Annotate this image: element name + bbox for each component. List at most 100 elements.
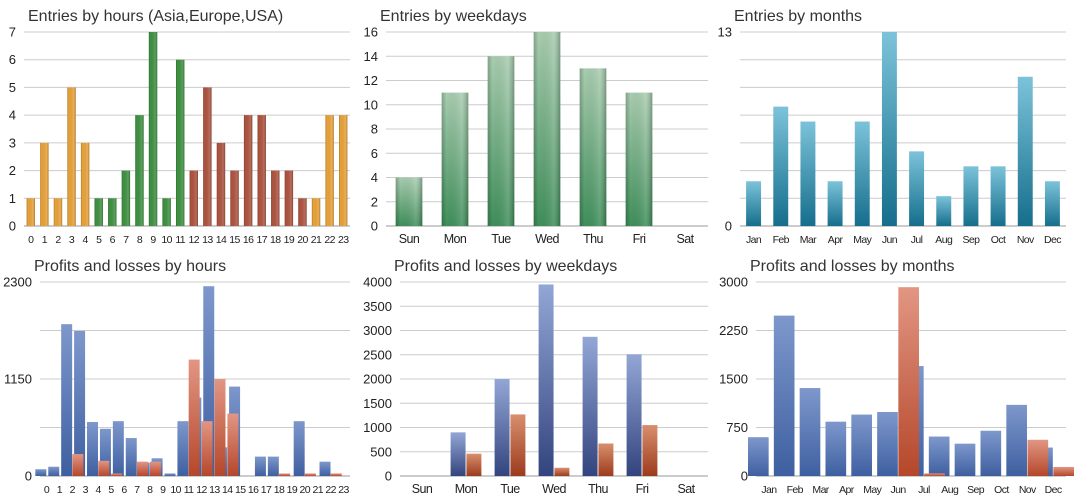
- svg-text:4: 4: [9, 108, 16, 123]
- svg-text:20: 20: [300, 484, 311, 496]
- svg-text:6: 6: [9, 52, 16, 67]
- svg-text:Profits and losses by hours: Profits and losses by hours: [34, 258, 226, 275]
- svg-text:8: 8: [137, 234, 143, 246]
- svg-text:4: 4: [95, 484, 101, 496]
- svg-text:14: 14: [222, 484, 233, 496]
- svg-text:Apr: Apr: [828, 234, 844, 246]
- svg-text:21: 21: [311, 234, 322, 246]
- svg-text:18: 18: [270, 234, 281, 246]
- svg-text:10: 10: [364, 97, 378, 112]
- svg-text:17: 17: [256, 234, 267, 246]
- svg-text:May: May: [853, 234, 872, 246]
- svg-text:Mar: Mar: [812, 484, 829, 496]
- svg-text:Dec: Dec: [1044, 234, 1061, 246]
- svg-text:16: 16: [248, 484, 259, 496]
- svg-text:3: 3: [69, 234, 75, 246]
- svg-text:18: 18: [274, 484, 285, 496]
- svg-text:2: 2: [9, 163, 16, 178]
- svg-text:23: 23: [338, 234, 349, 246]
- svg-text:9: 9: [150, 234, 156, 246]
- svg-text:9: 9: [160, 484, 166, 496]
- svg-text:Apr: Apr: [839, 484, 855, 496]
- svg-text:6: 6: [121, 484, 127, 496]
- svg-text:1500: 1500: [363, 396, 392, 411]
- svg-text:2: 2: [371, 194, 378, 209]
- svg-text:Entries by hours (Asia,Europe,: Entries by hours (Asia,Europe,USA): [28, 8, 283, 25]
- svg-text:1150: 1150: [4, 372, 32, 387]
- svg-text:Jun: Jun: [882, 234, 898, 246]
- svg-text:19: 19: [287, 484, 298, 496]
- svg-text:5: 5: [96, 234, 102, 246]
- svg-text:13: 13: [202, 234, 213, 246]
- svg-text:0: 0: [28, 234, 34, 246]
- svg-text:1: 1: [57, 484, 63, 496]
- svg-text:Mon: Mon: [444, 232, 467, 246]
- svg-text:Thu: Thu: [588, 482, 608, 496]
- svg-text:14: 14: [216, 234, 227, 246]
- svg-text:12: 12: [196, 484, 207, 496]
- svg-text:Oct: Oct: [994, 484, 1009, 496]
- svg-text:1000: 1000: [363, 420, 392, 435]
- svg-text:6: 6: [110, 234, 116, 246]
- svg-text:8: 8: [371, 122, 378, 137]
- svg-text:Sep: Sep: [967, 484, 985, 496]
- svg-text:5: 5: [9, 80, 16, 95]
- svg-text:Jun: Jun: [891, 484, 907, 496]
- svg-text:Profits and losses by weekdays: Profits and losses by weekdays: [394, 258, 617, 275]
- svg-text:10: 10: [170, 484, 181, 496]
- svg-text:0: 0: [9, 219, 16, 234]
- svg-text:2: 2: [70, 484, 76, 496]
- svg-text:21: 21: [312, 484, 323, 496]
- svg-text:7: 7: [134, 484, 140, 496]
- svg-text:Jul: Jul: [918, 484, 930, 496]
- svg-text:Feb: Feb: [787, 484, 804, 496]
- svg-text:0: 0: [385, 469, 392, 484]
- svg-text:3500: 3500: [363, 299, 392, 314]
- svg-text:2300: 2300: [3, 275, 32, 290]
- svg-text:Wed: Wed: [535, 232, 559, 246]
- svg-text:0: 0: [725, 219, 732, 234]
- svg-text:16: 16: [364, 25, 378, 40]
- svg-text:7: 7: [9, 25, 16, 40]
- svg-text:Nov: Nov: [1017, 234, 1035, 246]
- svg-text:Dec: Dec: [1045, 484, 1062, 496]
- svg-text:2: 2: [55, 234, 61, 246]
- svg-text:13: 13: [209, 484, 220, 496]
- svg-text:3000: 3000: [363, 323, 392, 338]
- svg-text:4000: 4000: [363, 275, 392, 290]
- svg-text:Tue: Tue: [500, 482, 520, 496]
- svg-text:0: 0: [44, 484, 50, 496]
- svg-text:Entries by weekdays: Entries by weekdays: [380, 8, 527, 25]
- svg-text:3: 3: [83, 484, 89, 496]
- svg-text:22: 22: [325, 484, 336, 496]
- svg-text:Aug: Aug: [941, 484, 959, 496]
- svg-text:Profits and losses by months: Profits and losses by months: [750, 258, 955, 275]
- svg-text:Sun: Sun: [412, 482, 433, 496]
- svg-text:2000: 2000: [363, 372, 392, 387]
- svg-text:13: 13: [718, 25, 732, 40]
- svg-text:Mar: Mar: [800, 234, 817, 246]
- svg-text:Jan: Jan: [761, 484, 777, 496]
- svg-text:500: 500: [370, 444, 392, 459]
- svg-text:Sep: Sep: [962, 234, 980, 246]
- svg-text:4: 4: [371, 170, 378, 185]
- svg-text:1: 1: [9, 191, 16, 206]
- svg-text:Mon: Mon: [455, 482, 478, 496]
- svg-text:15: 15: [235, 484, 246, 496]
- svg-text:14: 14: [364, 49, 378, 64]
- svg-text:19: 19: [284, 234, 295, 246]
- svg-text:0: 0: [371, 219, 378, 234]
- svg-text:0: 0: [741, 469, 748, 484]
- svg-text:1500: 1500: [719, 372, 748, 387]
- svg-text:Oct: Oct: [991, 234, 1006, 246]
- svg-text:15: 15: [229, 234, 240, 246]
- svg-text:23: 23: [338, 484, 349, 496]
- svg-text:750: 750: [726, 420, 748, 435]
- svg-text:17: 17: [261, 484, 272, 496]
- svg-text:11: 11: [175, 234, 185, 246]
- svg-text:16: 16: [243, 234, 254, 246]
- svg-text:11: 11: [184, 484, 194, 496]
- svg-text:Entries by months: Entries by months: [734, 8, 862, 25]
- svg-text:Jul: Jul: [911, 234, 923, 246]
- svg-text:Jan: Jan: [746, 234, 762, 246]
